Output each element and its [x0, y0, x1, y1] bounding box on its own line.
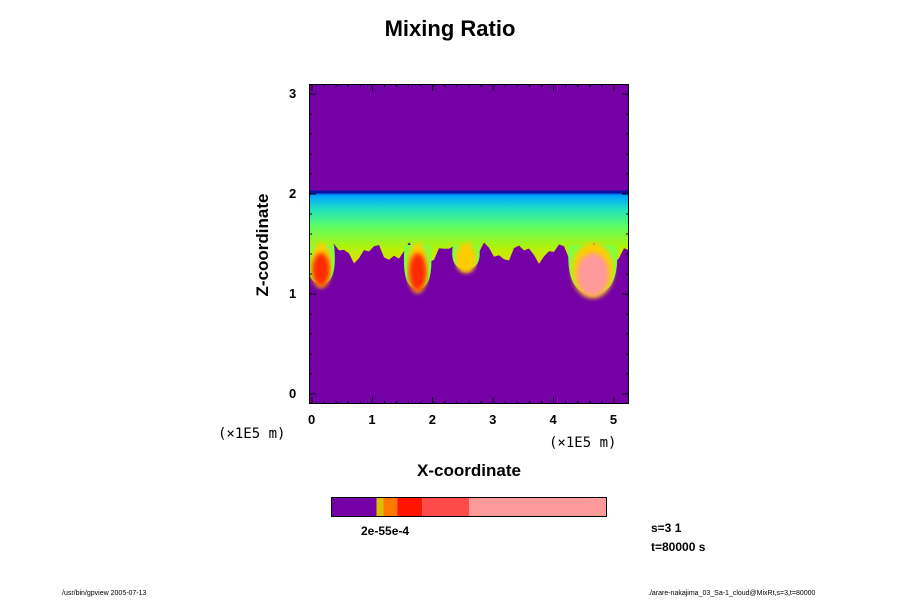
s-index-text: s=3 1	[651, 521, 682, 535]
colorbar-bin-0	[331, 497, 377, 517]
layer-top-boundary	[309, 190, 629, 194]
x-axis-unit-right: (×1E5 m)	[549, 435, 617, 451]
time-text: t=80000 s	[651, 540, 706, 554]
colorbar-label: 2e-55e-4	[361, 524, 410, 538]
footer-right: ./arare-nakajima_03_Sa-1_cloud@MixRt,s=3…	[648, 590, 816, 597]
chart-title: Mixing Ratio	[384, 16, 516, 41]
z-tick-label-0: 0	[289, 386, 297, 401]
x-tick-label-1: 1	[368, 412, 376, 427]
z-axis-label: Z-coordinate	[253, 193, 272, 297]
heatmap-plot	[309, 84, 629, 404]
plume-2-core	[457, 253, 475, 271]
footer-left: /usr/bin/gpview 2005-07-13	[62, 590, 147, 597]
cloud-layer	[309, 190, 629, 264]
plume-0-core	[312, 253, 330, 286]
x-tick-label-3: 3	[489, 412, 497, 427]
z-tick-label-2: 2	[289, 186, 297, 201]
z-tick-label-1: 1	[289, 286, 297, 301]
x-tick-label-0: 0	[308, 412, 316, 427]
x-tick-label-5: 5	[609, 412, 618, 427]
plot-area	[309, 84, 629, 404]
mixing-ratio-field	[309, 190, 629, 298]
colorbar-bin-3	[397, 497, 423, 517]
plume-3-core	[576, 253, 609, 296]
colorbar	[331, 497, 607, 517]
x-axis-label: X-coordinate	[417, 461, 521, 480]
x-axis-unit-left: (×1E5 m)	[218, 426, 286, 442]
x-tick-label-4: 4	[549, 412, 557, 427]
colorbar-svg	[331, 497, 607, 517]
colorbar-frame	[331, 497, 607, 517]
z-tick-label-3: 3	[289, 86, 297, 101]
plot-frame	[309, 84, 629, 404]
plume-1-core	[409, 253, 427, 291]
colorbar-bin-2	[383, 497, 398, 517]
colorbar-bin-1	[376, 497, 384, 517]
colorbar-bin-5	[469, 497, 607, 517]
x-tick-label-2: 2	[428, 412, 436, 427]
colorbar-bin-4	[422, 497, 469, 517]
